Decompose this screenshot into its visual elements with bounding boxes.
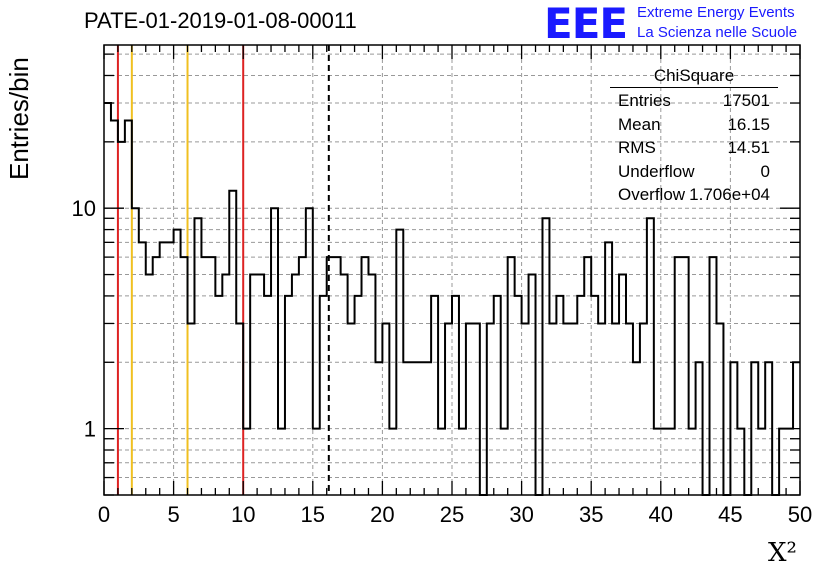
reference-lines (116, 45, 330, 495)
x-tick-label: 25 (440, 502, 464, 527)
stats-box: ChiSquare Entries 17501 Mean 16.15 RMS 1… (610, 66, 778, 208)
stats-title: ChiSquare (610, 66, 778, 88)
stats-row-mean: Mean 16.15 (610, 114, 778, 138)
x-tick-label: 20 (370, 502, 394, 527)
x-tick-label: 0 (98, 502, 110, 527)
plot-frame (103, 44, 801, 496)
histogram-line (104, 102, 800, 496)
x-tick-label: 35 (579, 502, 603, 527)
chart-title: PATE-01-2019-01-08-00011 (84, 8, 357, 33)
stats-value: 1.706e+04 (689, 185, 770, 204)
stats-key: Overflow (618, 185, 686, 204)
stats-key: Entries (618, 91, 671, 110)
stats-row-underflow: Underflow 0 (610, 161, 778, 185)
stats-value: 17501 (722, 91, 770, 110)
x-tick-label: 30 (509, 502, 533, 527)
stats-value: 14.51 (727, 138, 770, 157)
stats-key: Underflow (618, 161, 695, 181)
stats-row-rms: RMS 14.51 (610, 137, 778, 161)
eee-logo: EEE (544, 0, 628, 48)
x-axis-label: X² (768, 538, 797, 568)
x-tick-label: 50 (788, 502, 812, 527)
x-tick-label: 45 (718, 502, 742, 527)
logo-caption-line-1: Extreme Energy Events (637, 4, 795, 21)
x-tick-label: 10 (231, 502, 255, 527)
stats-row-overflow: Overflow 1.706e+04 (610, 184, 778, 208)
logo-caption: Extreme Energy Events La Scienza nelle S… (637, 3, 797, 43)
x-tick-label: 40 (649, 502, 673, 527)
y-tick-label: 10 (72, 196, 96, 221)
stats-row-entries: Entries 17501 (610, 90, 778, 114)
y-tick-label: 1 (84, 417, 96, 442)
stats-key: Mean (618, 114, 661, 134)
y-axis-label: Entries/bin (4, 57, 34, 180)
stats-value: 16.15 (727, 114, 770, 134)
stats-value: 0 (760, 161, 770, 181)
stats-key: RMS (618, 138, 656, 157)
logo-caption-line-2: La Scienza nelle Scuole (637, 24, 798, 41)
x-tick-label: 5 (167, 502, 179, 527)
x-tick-label: 15 (301, 502, 325, 527)
